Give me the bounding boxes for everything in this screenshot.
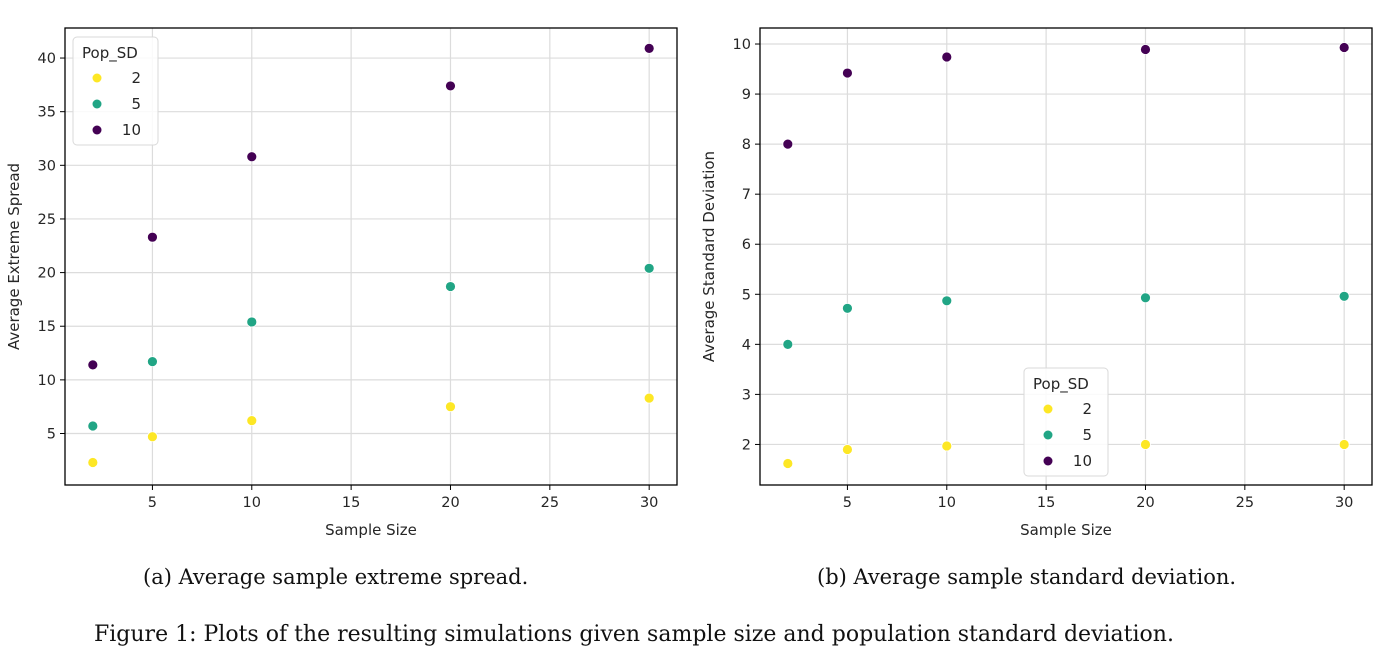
y-tick-label: 10: [38, 373, 56, 389]
data-point-sd-2: [87, 457, 99, 468]
x-tick-label: 5: [148, 495, 157, 511]
data-point-sd-10: [643, 42, 655, 54]
y-axis-label: Average Standard Deviation: [700, 151, 718, 362]
data-point-sd-10: [445, 80, 456, 92]
x-tick-label: 30: [1335, 495, 1353, 511]
legend-marker-sd-5: [92, 99, 102, 109]
legend-label-sd-5: 5: [1082, 426, 1092, 444]
y-tick-label: 5: [47, 427, 56, 443]
data-point-sd-10: [842, 67, 853, 79]
y-tick-label: 35: [38, 105, 56, 121]
y-tick-label: 2: [742, 437, 751, 453]
x-tick-label: 30: [640, 495, 658, 511]
x-tick-label: 25: [541, 495, 559, 511]
legend-marker-sd-5: [1043, 430, 1053, 440]
legend-marker-sd-10: [1043, 456, 1053, 466]
data-point-sd-2: [782, 458, 794, 469]
x-tick-label: 20: [441, 495, 459, 511]
data-point-sd-10: [87, 359, 99, 371]
data-point-sd-10: [782, 138, 794, 150]
x-tick-label: 10: [938, 495, 956, 511]
data-point-sd-2: [1338, 439, 1350, 450]
y-tick-label: 7: [742, 187, 751, 203]
legend-marker-sd-10: [92, 125, 102, 135]
legend: Pop_SD 2 5 10: [1023, 367, 1109, 477]
data-point-sd-10: [1140, 44, 1151, 55]
legend-title: Pop_SD: [82, 44, 138, 63]
y-tick-label: 40: [38, 51, 56, 67]
data-point-sd-2: [1140, 439, 1151, 450]
y-tick-label: 30: [38, 158, 56, 174]
data-point-sd-5: [147, 356, 158, 368]
data-point-sd-2: [147, 431, 158, 443]
legend-marker-sd-2: [1043, 404, 1053, 414]
data-point-sd-5: [87, 420, 99, 432]
x-tick-label: 20: [1136, 495, 1154, 511]
data-point-sd-10: [147, 231, 158, 243]
data-point-sd-5: [445, 281, 456, 292]
x-tick-label: 15: [1037, 495, 1055, 511]
data-point-sd-5: [941, 295, 953, 307]
data-point-sd-5: [782, 338, 794, 350]
legend-label-sd-10: 10: [122, 121, 141, 139]
data-point-sd-2: [246, 415, 258, 427]
data-point-sd-10: [1338, 42, 1350, 53]
y-tick-label: 3: [742, 387, 751, 403]
data-point-sd-5: [643, 262, 655, 274]
axes-frame: [759, 27, 1373, 486]
data-point-sd-2: [643, 392, 655, 404]
data-point-sd-10: [246, 151, 258, 163]
data-point-sd-10: [941, 51, 953, 63]
x-tick-label: 25: [1236, 495, 1254, 511]
x-tick-label: 5: [843, 495, 852, 511]
data-point-sd-2: [842, 444, 853, 455]
subcaption-b: (b) Average sample standard deviation.: [817, 565, 1237, 589]
axes-frame: [64, 27, 678, 486]
data-point-sd-2: [445, 401, 456, 413]
data-point-sd-5: [1338, 290, 1350, 302]
x-tick-label: 10: [243, 495, 261, 511]
y-tick-label: 20: [38, 266, 56, 282]
legend-marker-sd-2: [92, 73, 102, 83]
data-point-sd-2: [941, 440, 953, 452]
legend-title: Pop_SD: [1033, 375, 1089, 394]
y-tick-label: 9: [742, 87, 751, 103]
y-tick-label: 15: [38, 319, 56, 335]
legend-label-sd-2: 2: [1082, 400, 1092, 418]
figure-caption: Figure 1: Plots of the resulting simulat…: [94, 622, 1174, 647]
legend: Pop_SD 2 5 10: [72, 36, 159, 146]
legend-label-sd-10: 10: [1073, 452, 1092, 470]
x-axis-label: Sample Size: [325, 521, 417, 539]
data-point-sd-5: [246, 316, 258, 328]
y-tick-label: 4: [742, 337, 751, 353]
y-axis-label: Average Extreme Spread: [5, 163, 23, 350]
x-tick-label: 15: [342, 495, 360, 511]
legend-label-sd-2: 2: [131, 69, 141, 87]
subcaption-a: (a) Average sample extreme spread.: [143, 565, 529, 589]
data-point-sd-5: [1140, 292, 1151, 304]
legend-box: [1023, 367, 1109, 477]
x-axis-label: Sample Size: [1020, 521, 1112, 539]
data-point-sd-5: [842, 302, 853, 314]
y-tick-label: 25: [38, 212, 56, 228]
y-tick-label: 5: [742, 287, 751, 303]
y-tick-label: 8: [742, 137, 751, 153]
legend-box: [72, 36, 159, 146]
legend-label-sd-5: 5: [131, 95, 141, 113]
y-tick-label: 6: [742, 237, 751, 253]
y-tick-label: 10: [733, 37, 751, 53]
